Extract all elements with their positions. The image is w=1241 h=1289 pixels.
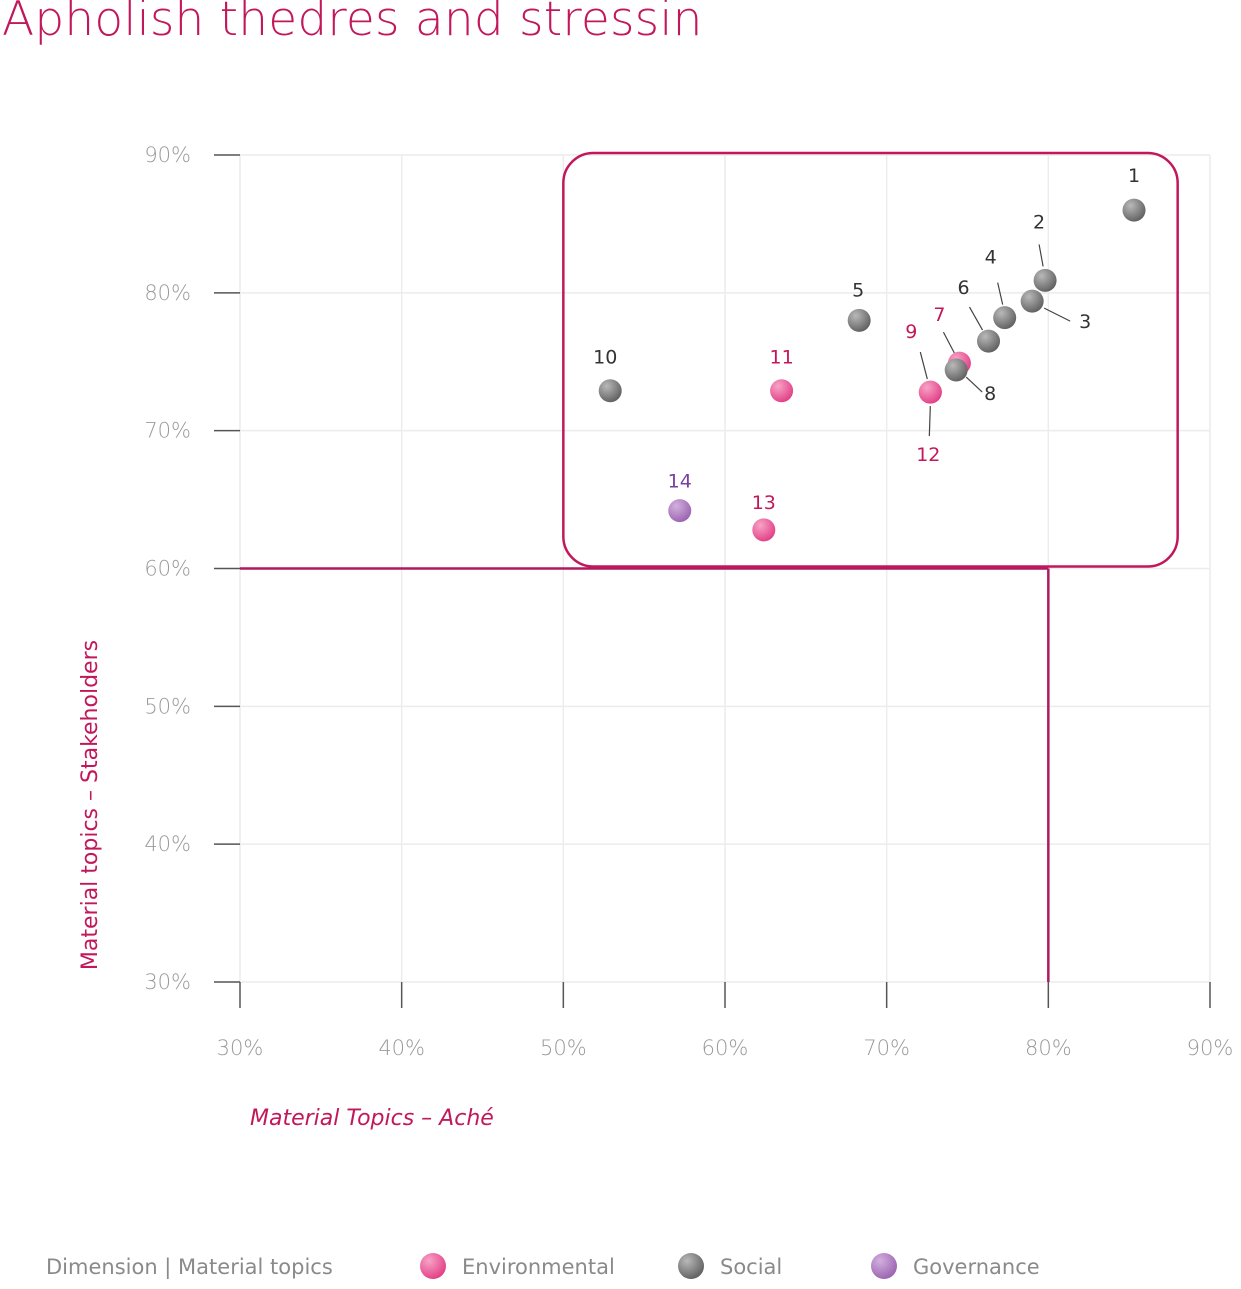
threshold-lines — [240, 567, 1050, 982]
legend: Dimension | Material topics Environmental… — [46, 1253, 1040, 1280]
point-label-4: 4 — [985, 247, 997, 269]
point-label-13: 13 — [752, 492, 776, 514]
y-tick-label: 30% — [144, 970, 191, 994]
legend-label-governance: Governance — [913, 1255, 1040, 1279]
x-tick-label: 50% — [540, 1036, 587, 1060]
point-13 — [752, 518, 776, 542]
leader-line — [1043, 307, 1071, 322]
point-6 — [977, 329, 1001, 353]
point-label-9: 9 — [905, 321, 917, 343]
leader-line — [942, 331, 955, 354]
point-label-5: 5 — [852, 279, 864, 301]
legend-title: Dimension | Material topics — [46, 1255, 333, 1280]
point-label-14: 14 — [668, 471, 692, 493]
leader-line — [928, 406, 931, 437]
legend-marker-governance — [871, 1253, 897, 1279]
legend-label-social: Social — [720, 1255, 782, 1279]
x-tick-label: 80% — [1025, 1036, 1072, 1060]
y-tick-label: 60% — [144, 557, 191, 581]
point-10 — [598, 379, 622, 403]
point-leader-lines — [919, 244, 1071, 437]
point-5 — [847, 308, 871, 332]
point-label-8: 8 — [984, 383, 996, 405]
highlight-region-box — [562, 151, 1179, 568]
point-12 — [918, 380, 942, 404]
data-points — [598, 198, 1146, 542]
x-tick-label: 70% — [863, 1036, 910, 1060]
point-label-6: 6 — [957, 277, 969, 299]
chart-title: Apholish thedres and stressin — [2, 0, 703, 47]
leader-line — [965, 376, 983, 393]
y-tick-label: 50% — [144, 694, 191, 718]
leader-line — [968, 306, 984, 331]
y-tick-label: 80% — [144, 281, 191, 305]
point-2 — [1033, 268, 1057, 292]
point-label-11: 11 — [769, 347, 793, 369]
point-4 — [993, 306, 1017, 330]
point-11 — [770, 379, 794, 403]
point-label-2: 2 — [1033, 211, 1045, 233]
point-label-10: 10 — [593, 347, 617, 369]
x-tick-label: 60% — [702, 1036, 749, 1060]
x-tick-label: 90% — [1187, 1036, 1234, 1060]
legend-marker-environmental — [420, 1253, 446, 1279]
highlight-region — [562, 151, 1179, 568]
x-axis-title: Material Topics – Aché — [250, 1106, 494, 1131]
leader-line — [1038, 244, 1044, 267]
y-tick-label: 70% — [144, 419, 191, 443]
legend-marker-social — [678, 1253, 704, 1279]
x-tick-label: 30% — [217, 1036, 264, 1060]
point-label-12: 12 — [916, 444, 940, 466]
y-tick-label: 40% — [144, 832, 191, 856]
point-1 — [1122, 198, 1146, 222]
y-tick-label: 90% — [144, 143, 191, 167]
y-axis-title: Material topics – Stakeholders — [78, 640, 103, 970]
legend-label-environmental: Environmental — [462, 1255, 615, 1279]
point-label-1: 1 — [1128, 165, 1140, 187]
point-14 — [668, 499, 692, 523]
point-3 — [1020, 289, 1044, 313]
x-tick-label: 40% — [378, 1036, 425, 1060]
leader-line — [997, 282, 1004, 305]
axes: 30% 40% 50% 60% 70% 80% 90% 30% 40% 50% 60% 70% 80% 9… — [78, 143, 1233, 1131]
point-label-7: 7 — [933, 304, 945, 326]
leader-line — [919, 351, 928, 380]
point-label-3: 3 — [1079, 311, 1091, 333]
point-8 — [944, 358, 968, 382]
